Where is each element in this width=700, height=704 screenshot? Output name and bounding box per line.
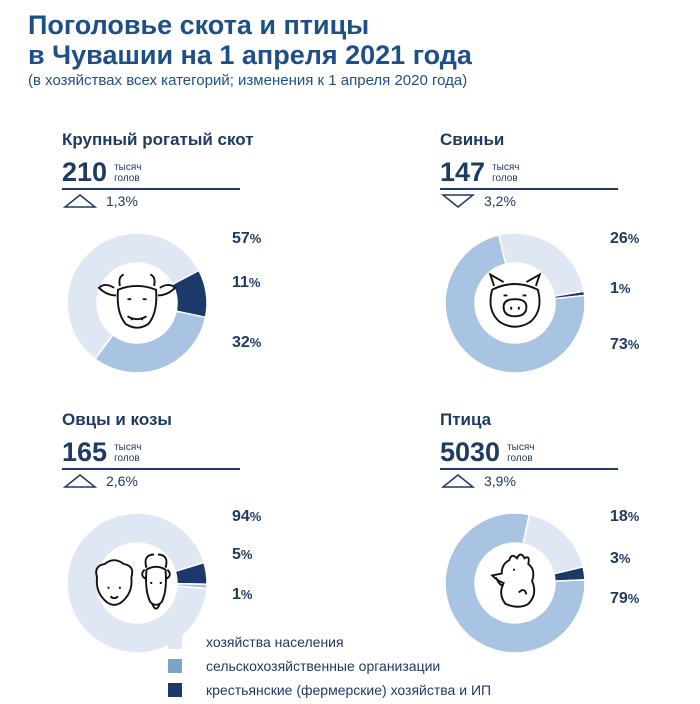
total-value: 210 xyxy=(62,157,108,187)
donut-slice-agri-orgs xyxy=(444,234,586,374)
total-underline xyxy=(62,468,240,470)
donut-slice-agri-orgs xyxy=(444,512,586,654)
pct-farms: 1% xyxy=(610,280,631,297)
panel-title: Овцы и козы xyxy=(62,410,172,429)
pct-households: 26% xyxy=(610,230,640,247)
total-value: 5030 xyxy=(440,437,501,467)
legend-swatch xyxy=(168,659,182,673)
pct-agri-orgs: 32% xyxy=(232,334,262,351)
legend-item: крестьянские (фермерские) хозяйства и ИП xyxy=(168,680,491,700)
donut-slice-agri-orgs xyxy=(93,310,207,374)
panel-poultry: Птица 5030 тысяч голов 3,9% 18% 3% 79% xyxy=(440,410,700,660)
panel-sheep-goats: Овцы и козы 165 тысяч голов 2,6% 94% 5% 1… xyxy=(62,410,392,660)
title-line-2: в Чувашии на 1 апреля 2021 года xyxy=(28,40,472,70)
legend-label: хозяйства населения xyxy=(206,634,344,650)
sheep-goat-icon xyxy=(95,553,171,610)
panel-total: 5030 тысяч голов xyxy=(440,432,534,466)
total-underline xyxy=(440,188,618,190)
total-underline xyxy=(62,188,240,190)
change-indicator: 3,2% xyxy=(440,193,516,209)
panel-title: Птица xyxy=(440,410,492,429)
pct-households: 94% xyxy=(232,508,262,525)
total-unit: тысяч голов xyxy=(507,442,535,464)
change-indicator: 3,9% xyxy=(440,473,516,489)
legend-label: сельскохозяйственные организации xyxy=(206,658,441,674)
total-underline xyxy=(440,468,618,470)
legend-label: крестьянские (фермерские) хозяйства и ИП xyxy=(206,682,492,698)
donut-hole xyxy=(477,545,553,621)
pct-households: 18% xyxy=(610,508,640,525)
change-value: 3,9% xyxy=(484,473,516,489)
pct-agri-orgs: 1% xyxy=(232,586,253,603)
legend-item: сельскохозяйственные организации xyxy=(168,656,491,676)
change-up-triangle-icon xyxy=(62,474,98,488)
title-line-1: Поголовье скота и птицы xyxy=(28,10,370,40)
legend: хозяйства населения сельскохозяйственные… xyxy=(168,632,491,704)
donut-chart xyxy=(66,512,208,654)
donut-hole xyxy=(477,265,553,341)
page-subtitle: (в хозяйствах всех категорий; изменения … xyxy=(28,72,468,89)
donut-chart xyxy=(66,232,208,374)
donut-slice-households xyxy=(66,232,200,360)
change-indicator: 2,6% xyxy=(62,473,138,489)
panel-cattle: Крупный рогатый скот 210 тысяч голов 1,3%… xyxy=(62,130,392,380)
panel-total: 210 тысяч голов xyxy=(62,152,141,186)
pct-agri-orgs: 73% xyxy=(610,336,640,353)
pct-agri-orgs: 79% xyxy=(610,590,640,607)
donut-hole xyxy=(99,265,175,341)
total-value: 165 xyxy=(62,437,108,467)
total-unit: тысяч голов xyxy=(114,162,142,184)
total-value: 147 xyxy=(440,157,486,187)
legend-swatch xyxy=(168,635,182,649)
donut-slice-households xyxy=(497,232,585,298)
pct-farms: 11% xyxy=(232,274,261,291)
panel-pigs: Свиньи 147 тысяч голов 3,2% 26% 1% 73% xyxy=(440,130,700,380)
change-value: 1,3% xyxy=(106,193,138,209)
rooster-icon xyxy=(490,553,536,608)
panel-total: 165 тысяч голов xyxy=(62,432,141,466)
change-value: 3,2% xyxy=(484,193,516,209)
legend-swatch xyxy=(168,683,182,697)
change-indicator: 1,3% xyxy=(62,193,138,209)
donut-hole xyxy=(99,545,175,621)
legend-item: хозяйства населения xyxy=(168,632,491,652)
donut-slice-households xyxy=(66,512,208,654)
header: Поголовье скота и птицы в Чувашии на 1 а… xyxy=(28,10,472,89)
page-title: Поголовье скота и птицы в Чувашии на 1 а… xyxy=(28,10,472,70)
change-down-triangle-icon xyxy=(440,194,476,208)
donut-slice-households xyxy=(522,513,584,575)
donut-chart xyxy=(444,232,586,374)
pig-icon xyxy=(488,272,542,328)
change-up-triangle-icon xyxy=(440,474,476,488)
pct-farms: 5% xyxy=(232,546,253,563)
pct-households: 57% xyxy=(232,230,262,247)
pct-farms: 3% xyxy=(610,550,631,567)
change-up-triangle-icon xyxy=(62,194,98,208)
cow-icon xyxy=(97,273,177,329)
panel-title: Крупный рогатый скот xyxy=(62,130,254,149)
total-unit: тысяч голов xyxy=(114,442,142,464)
change-value: 2,6% xyxy=(106,473,138,489)
donut-chart xyxy=(444,512,586,654)
panel-title: Свиньи xyxy=(440,130,505,149)
panel-total: 147 тысяч голов xyxy=(440,152,519,186)
total-unit: тысяч голов xyxy=(492,162,520,184)
